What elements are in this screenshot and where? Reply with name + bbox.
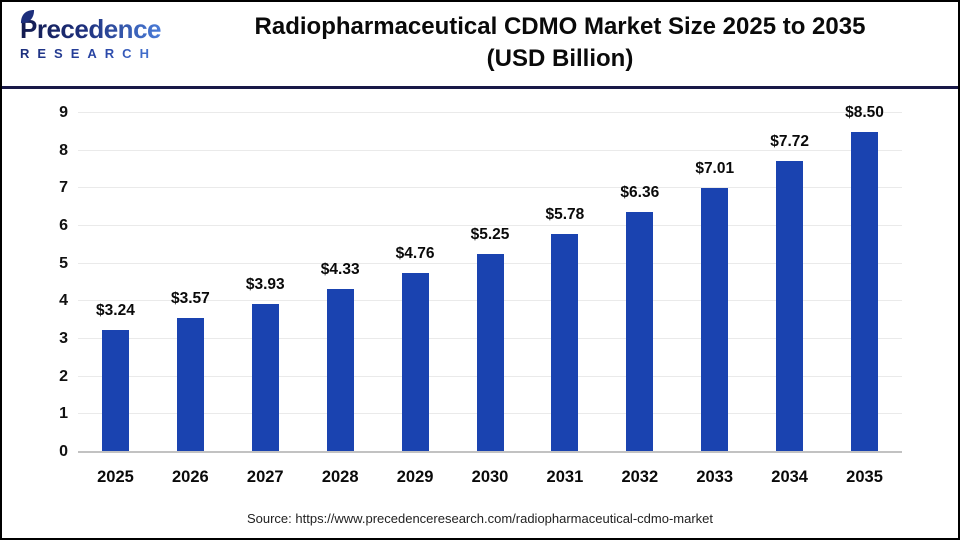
bar (101, 329, 129, 452)
x-axis-label: 2026 (172, 468, 209, 486)
gridline (78, 112, 902, 113)
bar (401, 272, 429, 452)
title-line-2: (USD Billion) (486, 45, 634, 72)
x-axis-label: 2028 (321, 468, 359, 486)
gridline (78, 187, 902, 189)
bar (626, 212, 654, 452)
bar (326, 288, 354, 452)
x-axis-baseline (78, 451, 902, 453)
gridline (78, 149, 902, 151)
x-axis-label: 2033 (696, 468, 734, 486)
bar (176, 317, 204, 452)
bar-value-label: $3.93 (245, 275, 285, 293)
y-axis-label: 4 (59, 292, 68, 310)
bar (776, 161, 804, 452)
brand-logo: Precedence RESEARCH (20, 9, 161, 60)
x-axis-label: 2029 (396, 468, 434, 486)
bar-value-label: $6.36 (620, 184, 660, 202)
x-axis-label: 2034 (771, 468, 808, 486)
logo-research-text: RESEARCH (20, 47, 161, 60)
y-axis-label: 6 (59, 217, 68, 234)
bar (476, 254, 504, 452)
bar-value-label: $5.78 (545, 206, 585, 224)
bar-value-label: $7.01 (695, 159, 735, 177)
y-axis-label: 7 (59, 179, 68, 197)
gridline (78, 225, 902, 226)
leaf-icon (20, 9, 35, 28)
y-axis-label: 3 (59, 330, 68, 347)
page-title: Radiopharmaceutical CDMO Market Size 202… (172, 11, 948, 75)
x-axis-label: 2031 (546, 468, 584, 486)
bar-value-label: $8.50 (845, 103, 884, 121)
x-axis-label: 2035 (846, 468, 883, 486)
y-axis-label: 9 (59, 104, 68, 121)
x-axis-label: 2027 (246, 468, 284, 486)
y-axis-label: 1 (59, 405, 68, 423)
bar (251, 303, 279, 452)
y-axis-label: 5 (59, 254, 68, 272)
bar (851, 131, 879, 452)
bar-value-label: $4.76 (395, 244, 435, 262)
header: Precedence RESEARCH Radiopharmaceutical … (2, 2, 958, 89)
title-line-1: Radiopharmaceutical CDMO Market Size 202… (254, 13, 866, 40)
bar-value-label: $7.72 (770, 133, 810, 151)
bar (551, 234, 579, 452)
bar-value-label: $4.33 (320, 260, 360, 278)
bar-value-label: $5.25 (470, 226, 510, 244)
y-axis-label: 2 (59, 367, 68, 385)
x-axis-label: 2032 (621, 468, 659, 486)
plot: 0 1 2 3 4 5 6 7 8 9 $3.24 2025 $3.57 2026 $3.93 2027 $4.… (59, 104, 902, 486)
logo-precedence-text: Precedence (20, 14, 161, 44)
y-axis-label: 8 (59, 141, 68, 159)
bar-value-label: $3.57 (170, 289, 210, 307)
x-axis-label: 2030 (471, 468, 509, 486)
bar-value-label: $3.24 (96, 301, 135, 319)
bar (701, 187, 729, 452)
y-axis-label: 0 (59, 443, 68, 460)
x-axis-label: 2025 (97, 468, 134, 486)
source-note: Source: https://www.precedenceresearch.c… (246, 511, 714, 526)
